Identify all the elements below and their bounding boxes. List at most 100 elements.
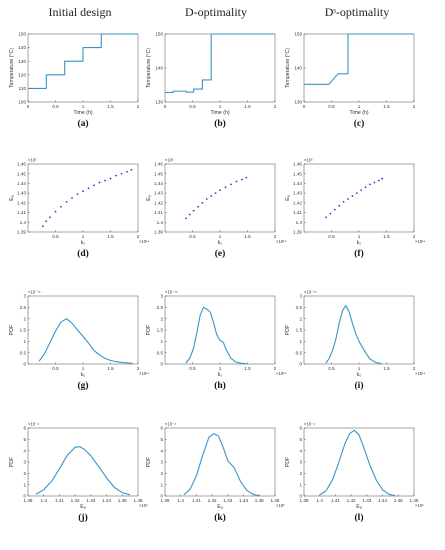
x-tick-label: 1 <box>219 104 222 109</box>
x-tick-label: 1.44 <box>378 498 387 503</box>
x-axis-label: k₀ <box>81 240 86 246</box>
data-point <box>188 213 191 216</box>
x-tick-label: 1.5 <box>383 366 390 371</box>
panel-c: 0 0.5 1 1.5 2 130 140 150 Time (h) Temperature (°… <box>285 32 416 129</box>
y-exponent: ×10⁵ <box>165 158 174 163</box>
panel-label: (c) <box>354 118 365 129</box>
x-tick-label: 1.42 <box>208 498 217 503</box>
x-tick-label: 2 <box>413 234 416 239</box>
column-title-d-optimality: D-optimality <box>185 5 247 19</box>
x-tick-label: 2 <box>137 104 140 109</box>
y-tick-label: 1.4 <box>157 220 164 225</box>
data-point <box>342 200 345 203</box>
x-tick-label: 2 <box>413 104 416 109</box>
y-exponent: ×10⁻¹⁴ <box>28 290 41 295</box>
data-point <box>49 216 51 219</box>
x-axis-label: Eₐ <box>217 504 222 510</box>
x-tick-label: 1.42 <box>71 498 80 503</box>
y-tick-label: 1 <box>299 339 302 344</box>
y-tick-label: 2 <box>299 471 302 476</box>
data-point <box>201 201 204 204</box>
x-tick-label: 0.5 <box>189 366 196 371</box>
data-point <box>230 183 232 186</box>
data-point <box>98 181 101 184</box>
panel-label: (h) <box>214 380 226 391</box>
y-tick-label: 1.42 <box>154 200 163 205</box>
y-tick-label: 1.39 <box>17 230 26 235</box>
data-point <box>338 204 341 207</box>
data-point <box>235 180 238 183</box>
plot-frame <box>303 33 415 103</box>
y-tick-label: 1 <box>299 482 302 487</box>
y-tick-label: 150 <box>155 32 163 37</box>
x-tick-label: 1.41 <box>192 498 201 503</box>
y-tick-label: 1.45 <box>17 171 26 176</box>
x-tick-label: 1.41 <box>55 498 64 503</box>
y-exponent: ×10⁵ <box>28 158 37 163</box>
panel-h: 0.5 1 1.5 2 0 0.5 1 1.5 2 2.5 3 k₀ PDF ×10¹⁴ ×10⁻¹⁴ (h) <box>146 290 286 392</box>
y-exponent: ×10⁻⁴ <box>304 422 315 427</box>
data-point <box>214 192 217 195</box>
y-tick-label: 6 <box>23 426 26 431</box>
data-point <box>185 217 187 220</box>
y-tick-label: 1.44 <box>154 181 163 186</box>
data-point <box>60 205 62 208</box>
x-exponent: ×10¹⁴ <box>139 371 149 376</box>
x-tick-label: 1.44 <box>239 498 248 503</box>
x-tick-label: 0.5 <box>328 104 335 109</box>
y-axis-label: PDF <box>285 325 291 335</box>
x-exponent: ×10¹⁴ <box>415 239 425 244</box>
series-line <box>325 304 383 365</box>
x-tick-label: 1.5 <box>107 234 114 239</box>
data-point <box>364 186 367 189</box>
y-axis-label: PDF <box>285 457 291 467</box>
x-axis-label: Time (h) <box>210 110 229 116</box>
y-tick-label: 0 <box>23 494 26 499</box>
x-tick-label: 1.5 <box>383 104 390 109</box>
data-point <box>126 170 128 173</box>
plot-frame <box>27 33 139 103</box>
data-point <box>82 190 84 193</box>
y-tick-label: 0 <box>299 362 302 367</box>
y-tick-label: 2.5 <box>296 305 303 310</box>
y-tick-label: 0.5 <box>20 350 27 355</box>
data-point <box>93 184 95 187</box>
data-point <box>373 181 376 184</box>
x-tick-label: 2 <box>274 104 277 109</box>
data-point <box>45 220 48 223</box>
x-tick-label: 1.43 <box>362 498 371 503</box>
panel-k: 1.39 1.4 1.41 1.42 1.43 1.44 1.45 1.46 0 1 2 3 4 5 6 Eₐ… <box>146 422 285 524</box>
data-point <box>347 198 349 200</box>
x-tick-label: 1.5 <box>244 366 251 371</box>
x-tick-label: 1.45 <box>255 498 264 503</box>
x-axis-label: Eₐ <box>356 504 361 510</box>
panel-label: (f) <box>354 248 364 259</box>
data-point <box>192 209 195 212</box>
y-tick-label: 1.44 <box>293 181 302 186</box>
x-tick-label: 1 <box>82 234 85 239</box>
x-tick-label: 0 <box>27 104 30 109</box>
panel-label: (b) <box>214 118 226 129</box>
y-tick-label: 130 <box>155 100 163 105</box>
data-point <box>115 174 117 177</box>
plot-frame <box>164 295 276 365</box>
x-tick-label: 0 <box>164 104 167 109</box>
panel-f: 0.5 1 1.5 2 1.39 1.4 1.41 1.42 1.43 1.44 1.45 1.46 k… <box>285 158 425 260</box>
y-tick-label: 1.46 <box>293 162 302 167</box>
y-exponent: ×10⁵ <box>304 158 313 163</box>
x-tick-label: 1.45 <box>118 498 127 503</box>
y-tick-label: 150 <box>294 32 302 37</box>
data-point <box>333 208 336 211</box>
y-tick-label: 1.5 <box>157 328 164 333</box>
x-tick-label: 2 <box>274 234 277 239</box>
y-tick-label: 1.43 <box>17 191 26 196</box>
series-line <box>28 33 138 89</box>
x-exponent: ×10⁵ <box>276 503 285 508</box>
data-point <box>381 177 383 180</box>
x-tick-label: 1 <box>82 104 85 109</box>
y-tick-label: 130 <box>294 100 302 105</box>
y-tick-label: 3 <box>299 294 302 299</box>
x-tick-label: 0 <box>303 104 306 109</box>
data-point <box>205 198 208 200</box>
x-axis-label: k₀ <box>218 372 223 378</box>
